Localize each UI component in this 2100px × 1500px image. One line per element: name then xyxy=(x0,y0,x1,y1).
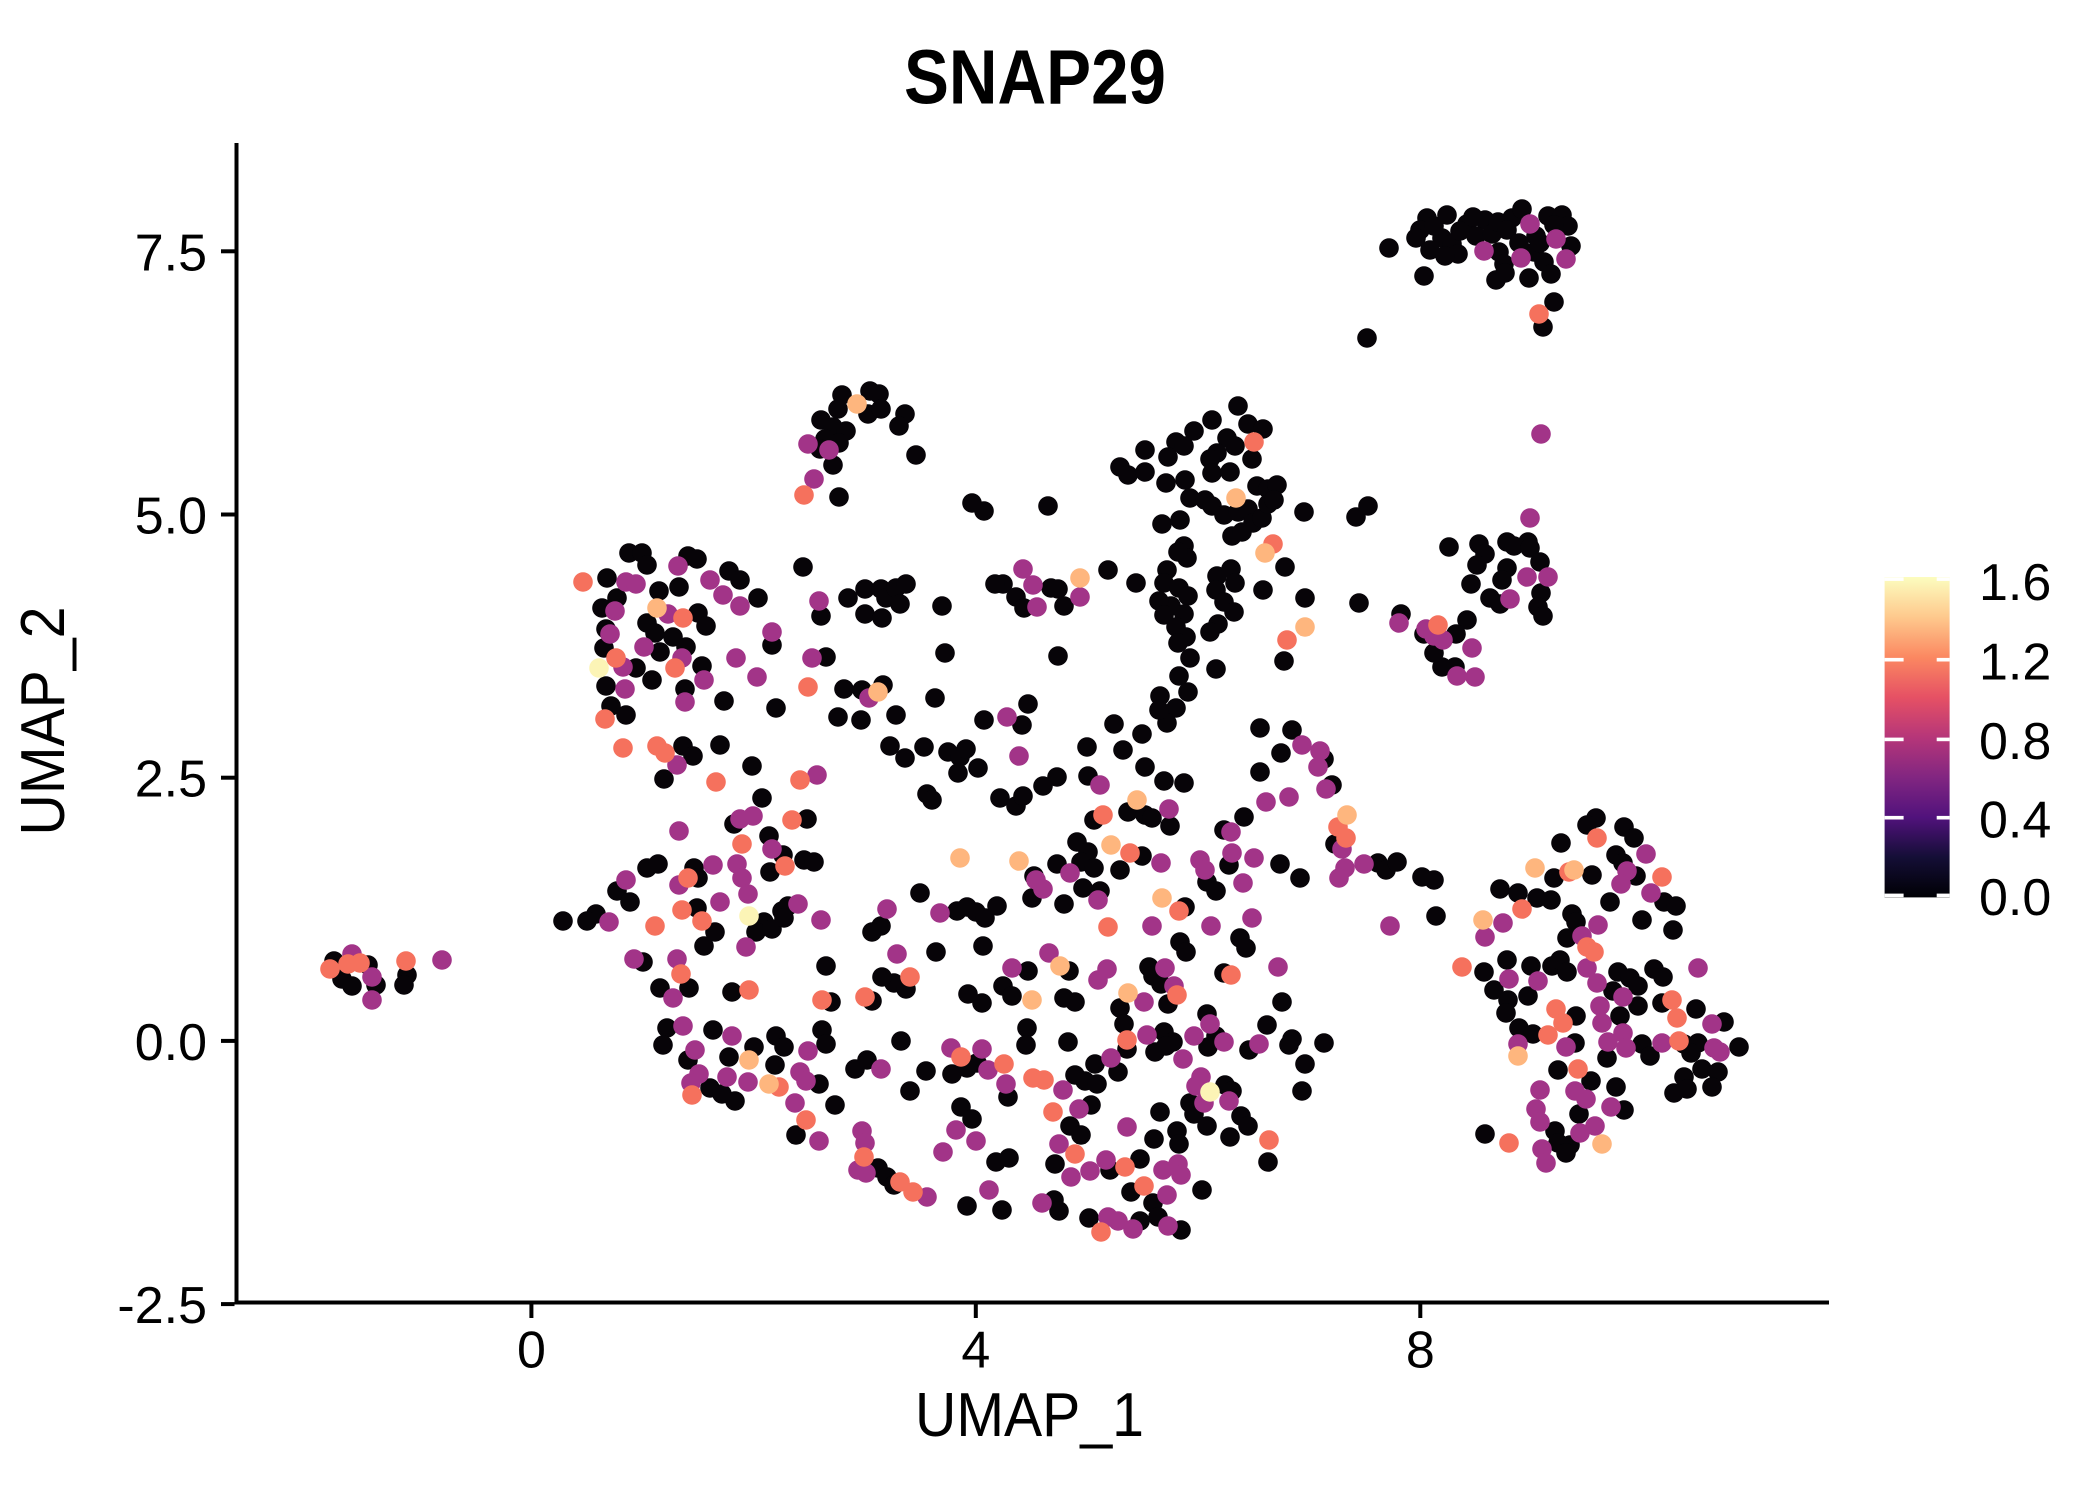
svg-text:2.5: 2.5 xyxy=(135,751,207,809)
svg-text:0.0: 0.0 xyxy=(135,1014,207,1072)
svg-text:0: 0 xyxy=(517,1322,546,1380)
svg-text:1.6: 1.6 xyxy=(1979,554,2051,612)
svg-text:7.5: 7.5 xyxy=(135,224,207,282)
svg-text:4: 4 xyxy=(961,1322,990,1380)
svg-text:-2.5: -2.5 xyxy=(117,1277,207,1335)
svg-text:UMAP_2: UMAP_2 xyxy=(8,607,78,836)
svg-text:UMAP_1: UMAP_1 xyxy=(915,1380,1144,1450)
svg-text:0.4: 0.4 xyxy=(1979,791,2051,849)
svg-text:0.0: 0.0 xyxy=(1979,869,2051,927)
svg-text:0.8: 0.8 xyxy=(1979,713,2051,771)
svg-text:5.0: 5.0 xyxy=(135,488,207,546)
svg-text:8: 8 xyxy=(1406,1322,1435,1380)
svg-text:1.2: 1.2 xyxy=(1979,633,2051,691)
svg-text:SNAP29: SNAP29 xyxy=(904,35,1166,121)
